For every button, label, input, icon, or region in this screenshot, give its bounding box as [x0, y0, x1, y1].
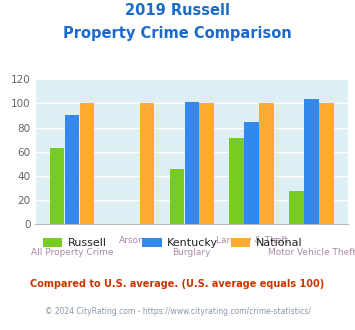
Text: Compared to U.S. average. (U.S. average equals 100): Compared to U.S. average. (U.S. average …: [31, 279, 324, 289]
Text: Motor Vehicle Theft: Motor Vehicle Theft: [268, 248, 355, 257]
Bar: [50, 148, 64, 224]
Bar: [245, 121, 259, 224]
Bar: [260, 103, 274, 224]
Text: 2019 Russell: 2019 Russell: [125, 3, 230, 18]
Bar: [304, 99, 319, 224]
Text: All Property Crime: All Property Crime: [31, 248, 113, 257]
Text: Russell: Russell: [67, 238, 106, 248]
Bar: [80, 103, 94, 224]
Bar: [319, 103, 334, 224]
Text: Property Crime Comparison: Property Crime Comparison: [63, 26, 292, 41]
Bar: [200, 103, 214, 224]
Text: Arson: Arson: [119, 236, 144, 245]
Text: Larceny & Theft: Larceny & Theft: [215, 236, 288, 245]
Bar: [185, 102, 199, 224]
Bar: [65, 115, 79, 224]
Bar: [170, 169, 184, 224]
Bar: [229, 139, 244, 224]
Text: Burglary: Burglary: [173, 248, 211, 257]
Text: Kentucky: Kentucky: [167, 238, 218, 248]
Bar: [140, 103, 154, 224]
Bar: [289, 190, 304, 224]
Text: National: National: [256, 238, 302, 248]
Text: © 2024 CityRating.com - https://www.cityrating.com/crime-statistics/: © 2024 CityRating.com - https://www.city…: [45, 307, 310, 316]
